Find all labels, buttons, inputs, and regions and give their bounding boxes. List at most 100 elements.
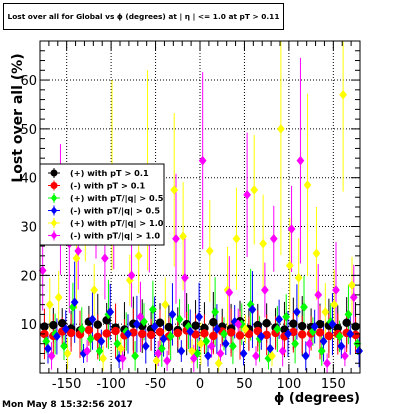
data-point — [168, 309, 177, 320]
data-point — [268, 351, 276, 361]
data-point — [49, 320, 58, 330]
data-point — [243, 189, 252, 200]
timestamp-label: Mon May 8 15:32:56 2017 — [2, 400, 133, 410]
legend-label: (+) with pT/|q| > 1.0 — [70, 218, 164, 228]
data-point — [63, 348, 72, 359]
data-point — [214, 358, 223, 369]
data-point — [196, 338, 205, 349]
data-point — [154, 348, 163, 359]
data-point — [188, 346, 196, 356]
data-point — [212, 324, 221, 334]
data-point — [305, 338, 314, 349]
data-point — [303, 180, 312, 190]
data-point — [220, 329, 228, 339]
data-point — [276, 123, 285, 134]
data-point — [344, 309, 353, 320]
data-point — [330, 299, 339, 310]
data-point — [186, 326, 195, 337]
data-point — [239, 348, 248, 359]
data-point — [205, 246, 214, 256]
data-point — [337, 341, 346, 352]
data-point — [332, 285, 340, 295]
data-point — [45, 299, 54, 310]
legend-marker — [50, 182, 58, 189]
data-point — [253, 326, 263, 336]
data-point — [297, 330, 307, 339]
legend-marker — [50, 194, 58, 202]
data-point — [323, 358, 332, 369]
data-point — [88, 314, 97, 325]
legend-box — [39, 163, 165, 246]
data-point — [321, 307, 330, 317]
y-tick-label: 40 — [20, 172, 37, 187]
data-point — [228, 341, 237, 352]
data-point — [132, 319, 141, 330]
data-point — [310, 321, 319, 332]
chart-title-box: Lost over all for Global vs ϕ (degrees) … — [3, 3, 284, 30]
data-point — [52, 331, 61, 342]
x-tick-label: -150 — [52, 377, 82, 392]
data-point — [294, 272, 303, 283]
data-point — [339, 89, 348, 100]
data-point — [296, 155, 305, 166]
legend-label: (-) with pT/|q| > 1.0 — [70, 231, 160, 241]
x-tick-label: 150 — [321, 377, 346, 392]
data-point — [317, 346, 326, 356]
data-point — [273, 324, 282, 334]
data-point — [141, 341, 150, 352]
data-point — [221, 338, 230, 349]
data-point — [300, 302, 308, 312]
data-point — [136, 311, 145, 322]
data-point — [163, 355, 172, 366]
data-point — [275, 314, 284, 325]
data-point — [74, 246, 83, 256]
data-point — [118, 353, 127, 364]
data-point — [342, 318, 351, 327]
data-point — [173, 328, 183, 338]
legend-marker — [50, 206, 58, 215]
data-point — [209, 331, 218, 341]
data-point — [324, 331, 334, 341]
data-point — [90, 285, 99, 295]
data-point — [99, 353, 108, 364]
data-point — [70, 297, 79, 308]
data-point — [297, 321, 307, 331]
y-tick-label: 10 — [20, 318, 37, 333]
data-point — [131, 351, 140, 361]
data-point — [314, 289, 323, 300]
data-point — [47, 351, 56, 361]
data-point — [252, 351, 260, 361]
data-point — [116, 343, 125, 354]
data-point — [195, 311, 204, 322]
data-point — [77, 324, 86, 334]
data-point — [232, 233, 241, 244]
data-point — [257, 331, 266, 342]
data-point — [262, 318, 271, 328]
legend-label: (+) with pT/|q| > 0.5 — [70, 193, 164, 203]
data-point — [124, 329, 132, 339]
y-axis-label: Lost over all (%) — [10, 53, 26, 183]
data-point — [155, 318, 165, 327]
data-point — [84, 325, 94, 335]
data-point — [191, 321, 200, 330]
data-point — [328, 319, 337, 330]
data-point — [340, 351, 349, 361]
data-point — [315, 328, 325, 337]
x-tick-label: -100 — [96, 377, 126, 392]
data-point — [355, 346, 364, 356]
data-point — [312, 248, 321, 259]
data-point — [57, 318, 67, 328]
data-point — [287, 224, 296, 234]
data-point — [54, 292, 63, 303]
data-point — [259, 238, 268, 249]
x-tick-label: 100 — [276, 377, 301, 392]
data-point — [137, 329, 147, 339]
data-point — [291, 338, 300, 349]
data-point — [207, 341, 216, 352]
data-point — [66, 328, 76, 338]
data-point — [155, 327, 165, 337]
x-axis-label: ϕ (degrees) — [274, 391, 360, 406]
data-point — [278, 346, 287, 356]
data-point — [189, 353, 198, 364]
